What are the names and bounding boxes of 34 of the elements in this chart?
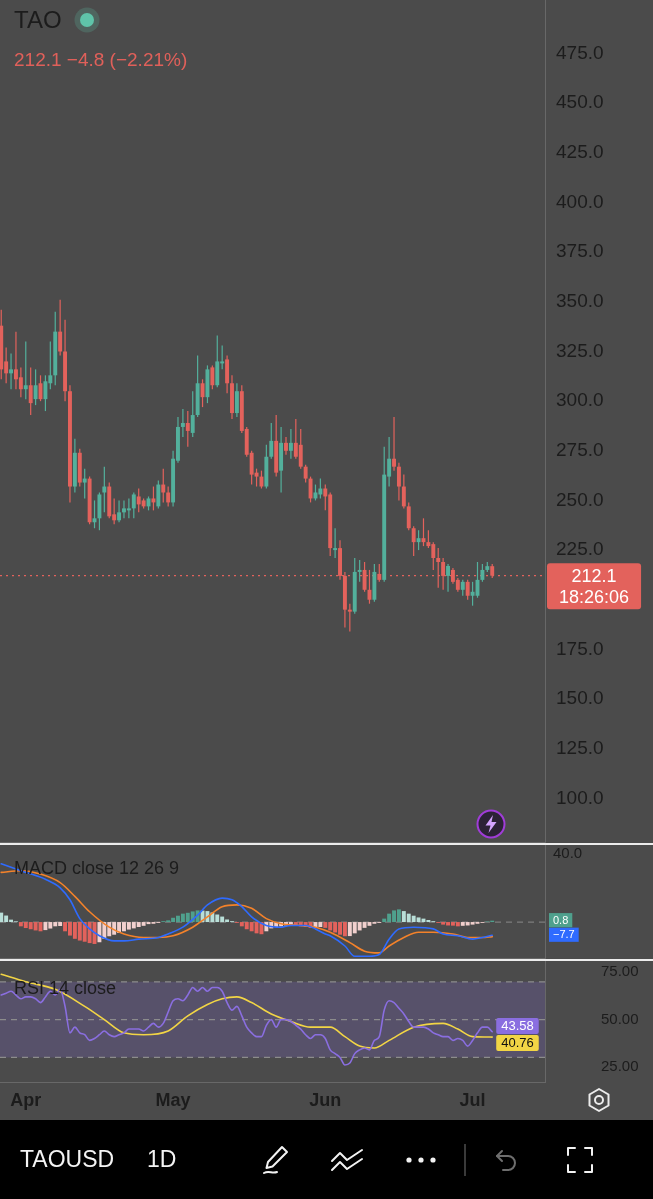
line-series [0, 973, 494, 1049]
bar [426, 919, 431, 923]
bar [43, 922, 48, 931]
annotation: 212.1 −4.8 (−2.21%) [14, 49, 188, 70]
bar [455, 922, 460, 927]
bar [416, 917, 421, 923]
ref-line-label: 212.1 [571, 565, 617, 586]
bar [87, 922, 92, 944]
text: 1D [147, 1146, 177, 1172]
bar [33, 922, 38, 931]
bar [382, 918, 387, 923]
bar [470, 922, 475, 925]
bar [254, 922, 259, 934]
candlestick [446, 563, 450, 592]
text: 18:26:06 [558, 586, 630, 607]
bar [362, 922, 367, 928]
text: TAOUSD [20, 1146, 115, 1172]
bar [63, 922, 68, 932]
data-label: 43.58 [501, 1018, 534, 1034]
candlestick [117, 500, 122, 523]
candlestick [279, 426, 284, 493]
candlestick [284, 436, 288, 455]
candlestick [9, 353, 14, 390]
y-tick-label: −7.7 [553, 928, 575, 941]
bar [323, 922, 328, 928]
y-tick-label: 0.8 [553, 913, 569, 926]
data-label: 40.76 [501, 1035, 534, 1051]
bar [4, 915, 9, 923]
bar [342, 922, 347, 937]
candlestick [288, 428, 293, 459]
bar [0, 912, 4, 923]
candlestick [392, 417, 396, 471]
bar [396, 909, 401, 923]
bar [141, 922, 146, 926]
